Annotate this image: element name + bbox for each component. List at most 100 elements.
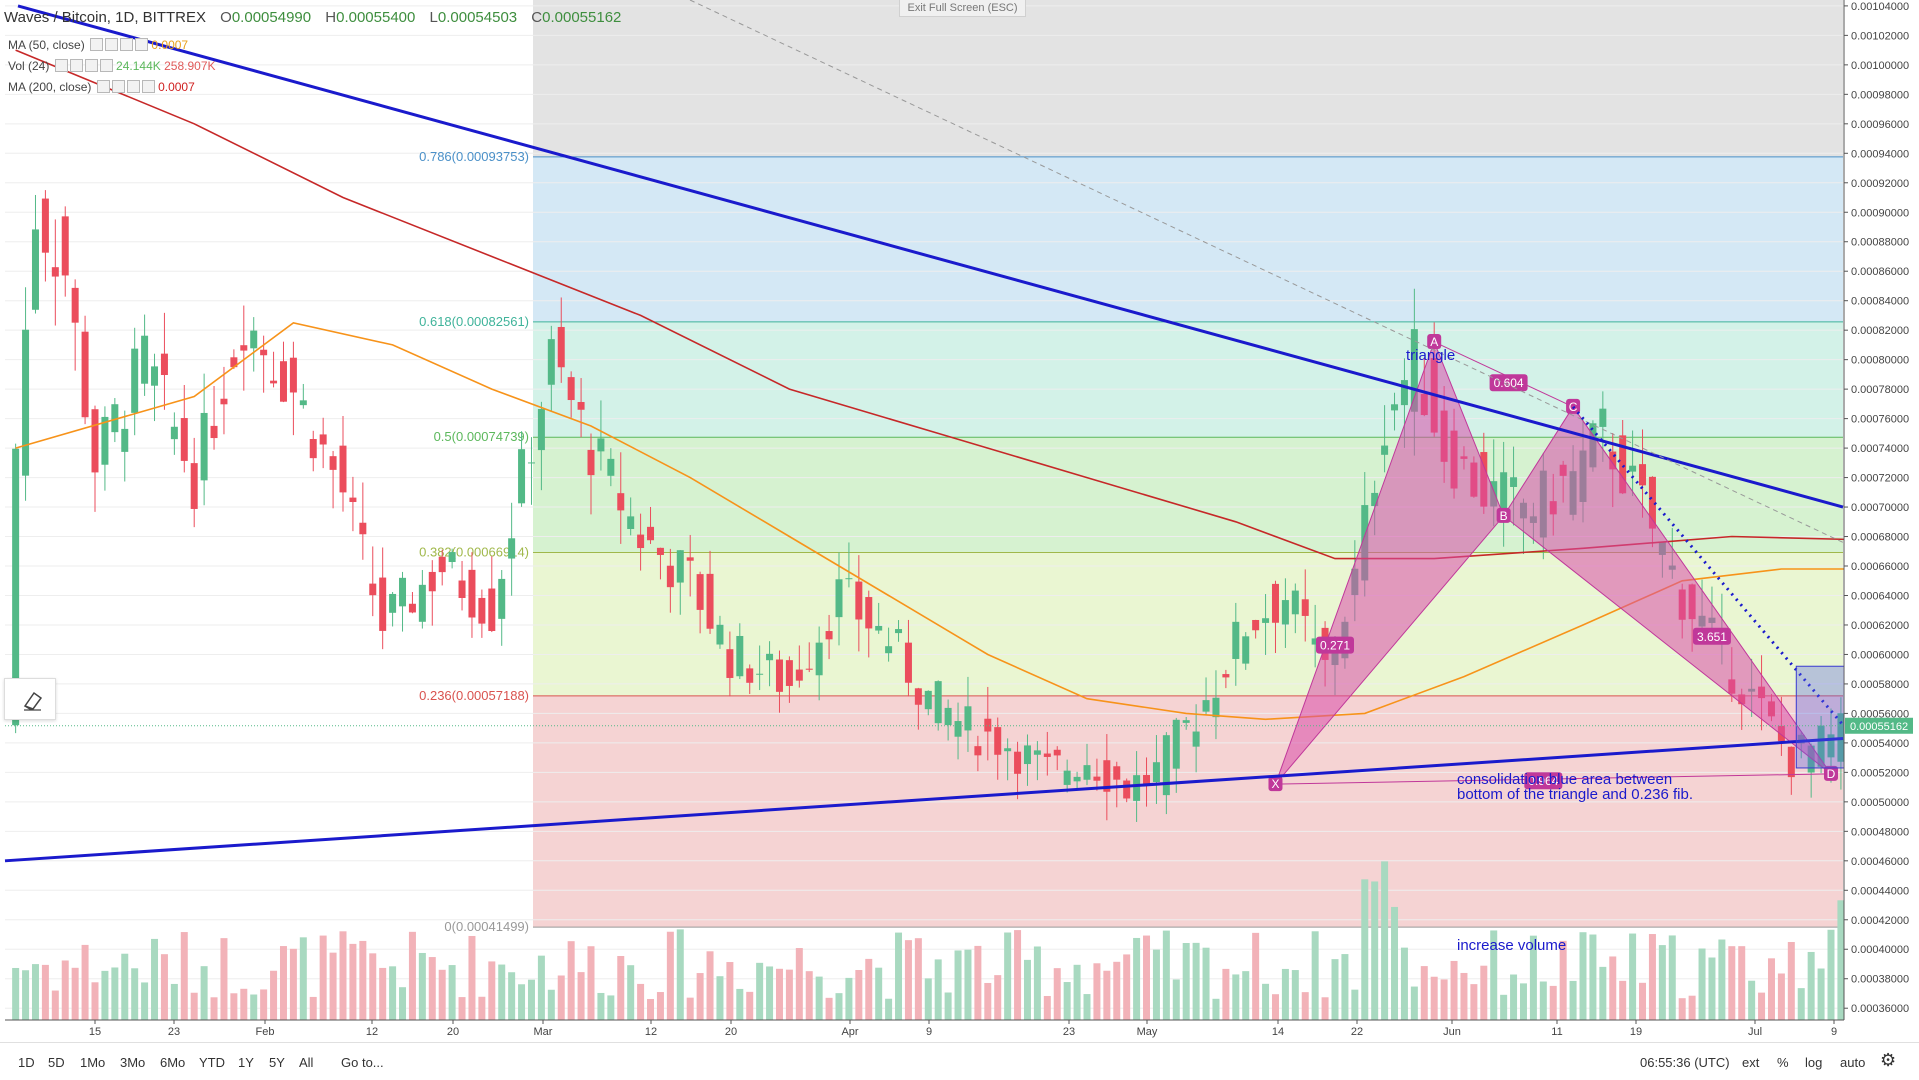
volume-bar [1014, 930, 1022, 1020]
volume-bar [954, 950, 962, 1020]
goto-button[interactable]: Go to... [341, 1055, 384, 1070]
volume-bar [984, 982, 992, 1020]
volume-bar [121, 953, 129, 1020]
candle-body [448, 552, 456, 563]
candle-body [81, 331, 89, 418]
visibility-icon[interactable] [90, 38, 104, 51]
add-icon[interactable] [84, 59, 98, 72]
add-icon[interactable] [120, 38, 134, 51]
volume-bar [1539, 981, 1547, 1020]
volume-bar [656, 992, 664, 1020]
annotations: triangle consolidation blue area betweenb… [1406, 347, 1693, 954]
legend-ma50[interactable]: MA (50, close) 0.0007 [8, 38, 188, 52]
auto-toggle[interactable]: auto [1840, 1055, 1866, 1070]
candle-body [1143, 775, 1151, 784]
range-5y[interactable]: 5Y [269, 1055, 285, 1070]
range-1d[interactable]: 1D [18, 1055, 35, 1070]
candle-body [319, 434, 327, 445]
candle-body [1113, 766, 1121, 780]
range-5d[interactable]: 5D [48, 1055, 65, 1070]
volume-bar [1202, 947, 1210, 1020]
candle-body [279, 361, 287, 402]
price-tick-label: 0.00078000 [1851, 384, 1909, 396]
volume-bar [815, 976, 823, 1020]
remove-icon[interactable] [135, 38, 149, 51]
candle-body [1827, 734, 1835, 758]
volume-bar [1529, 935, 1537, 1020]
candle-body [587, 449, 595, 476]
volume-bar [1083, 994, 1091, 1020]
legend-volume[interactable]: Vol (24) 24.144K 258.907K [8, 59, 216, 73]
pattern-point-label: X [1271, 777, 1279, 791]
candle-body [518, 449, 526, 504]
range-1mo[interactable]: 1Mo [80, 1055, 106, 1070]
candle-body [369, 583, 377, 596]
symbol-title[interactable]: Waves / Bitcoin, 1D, BITTREX [4, 9, 206, 26]
candle-body [61, 216, 69, 276]
candle-body [1103, 760, 1111, 792]
volume-bar [547, 989, 555, 1020]
volume-bar [1252, 932, 1260, 1020]
candle-body [696, 574, 704, 610]
range-6mo[interactable]: 6Mo [160, 1055, 186, 1070]
fib-level-label: 0.5(0.00074739) [434, 429, 529, 444]
exit-fullscreen-button[interactable]: Exit Full Screen (ESC) [899, 0, 1026, 17]
candle-body [984, 718, 992, 732]
volume-bar [22, 970, 30, 1020]
candle-body [1639, 464, 1647, 486]
candle-body [1073, 776, 1081, 782]
volume-bar [1162, 930, 1170, 1020]
price-tick-label: 0.00096000 [1851, 119, 1909, 131]
volume-bar [1450, 960, 1458, 1020]
legend-volume-value: 24.144K [116, 59, 161, 73]
price-chart[interactable]: 0.786(0.00093753) 0.618(0.00082561) 0.5(0.… [0, 0, 1919, 1042]
time-tick-label: 15 [89, 1026, 101, 1038]
time-tick-label: 19 [1630, 1026, 1642, 1038]
legend-ma200[interactable]: MA (200, close) 0.0007 [8, 80, 195, 94]
candle-body [964, 706, 972, 731]
candle-body [1023, 745, 1031, 765]
candle-body [111, 404, 119, 433]
settings-icon[interactable] [69, 59, 83, 72]
volume-bar [1152, 949, 1160, 1020]
remove-icon[interactable] [99, 59, 113, 72]
volume-bar [1748, 980, 1756, 1020]
volume-bar [1708, 957, 1716, 1020]
percent-toggle[interactable]: % [1777, 1055, 1789, 1070]
candle-body [666, 565, 674, 588]
volume-bar [170, 983, 178, 1020]
gear-icon[interactable]: ⚙ [1880, 1050, 1897, 1070]
volume-bar [964, 949, 972, 1020]
ext-toggle[interactable]: ext [1742, 1055, 1760, 1070]
candle-body [795, 669, 803, 681]
visibility-icon[interactable] [54, 59, 68, 72]
pattern-triangle-xab [1275, 340, 1505, 785]
volume-bar [845, 977, 853, 1020]
range-1y[interactable]: 1Y [238, 1055, 254, 1070]
candle-body [756, 673, 764, 675]
low-value: 0.00054503 [437, 9, 518, 26]
range-ytd[interactable]: YTD [199, 1055, 225, 1070]
price-tick-label: 0.00086000 [1851, 266, 1909, 278]
log-toggle[interactable]: log [1805, 1055, 1823, 1070]
remove-icon[interactable] [141, 80, 155, 93]
add-icon[interactable] [126, 80, 140, 93]
price-tick-label: 0.00062000 [1851, 620, 1909, 632]
volume-bar [1797, 988, 1805, 1020]
price-tick-label: 0.00036000 [1851, 1003, 1909, 1015]
settings-icon[interactable] [105, 38, 119, 51]
visibility-icon[interactable] [96, 80, 110, 93]
range-all[interactable]: All [299, 1055, 314, 1070]
eraser-tool-button[interactable] [4, 678, 56, 720]
price-tick-label: 0.00050000 [1851, 797, 1909, 809]
volume-bar [1837, 900, 1845, 1020]
candle-body [1291, 590, 1299, 615]
volume-bar [1262, 983, 1270, 1020]
volume-bar [1738, 946, 1746, 1020]
settings-icon[interactable] [111, 80, 125, 93]
time-tick-label: 23 [1063, 1026, 1075, 1038]
volume-bar [1658, 945, 1666, 1020]
last-price-box [1845, 717, 1913, 734]
range-3mo[interactable]: 3Mo [120, 1055, 146, 1070]
candle-body [339, 445, 347, 493]
